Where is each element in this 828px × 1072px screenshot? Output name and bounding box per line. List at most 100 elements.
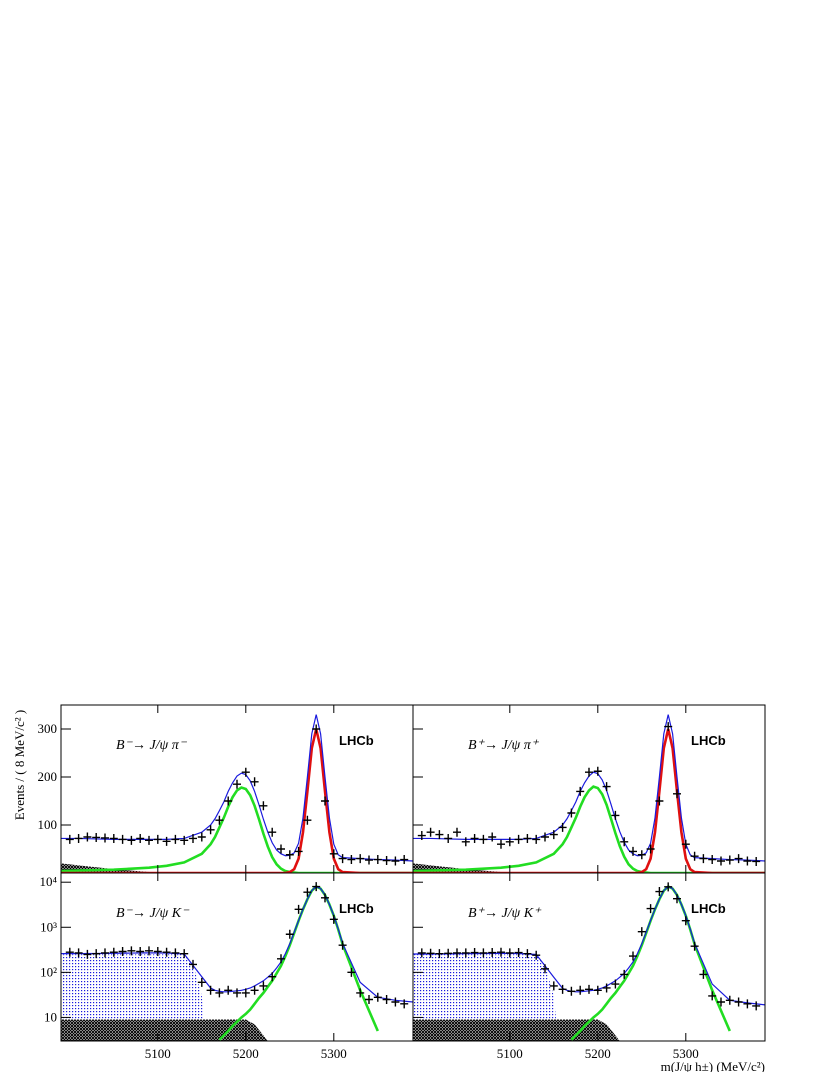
data-point [206,825,215,835]
data-point [717,997,725,1007]
data-point [576,786,585,796]
y-tick-label: 10² [40,964,57,979]
data-point [197,977,206,987]
data-point [426,827,435,837]
x-tick-label: 5200 [585,1046,611,1061]
data-point [338,854,347,864]
data-point [629,846,637,856]
y-axis-label: Events / ( 8 MeV/c² ) [12,710,27,820]
data-point [602,983,611,993]
data-point [673,894,681,904]
data-point [312,724,321,734]
fit-curve [413,728,765,873]
panel [61,714,413,873]
data-point [664,722,673,732]
data-point [479,834,488,844]
data-point [338,940,347,950]
y-tick-label: 300 [38,721,58,736]
data-point [285,929,294,939]
panel-title: B⁺→ J/ψ K⁺ [468,906,542,921]
data-point [162,836,171,846]
data-point [83,949,92,959]
data-point [523,833,532,843]
data-point [470,833,479,843]
data-point [215,815,224,825]
data-point [83,832,92,842]
data-point [162,947,171,957]
panel-title: B⁺→ J/ψ π⁺ [468,738,540,753]
data-point [259,981,268,991]
data-point [189,833,197,843]
background-area [413,954,559,1041]
data-point [347,855,356,865]
data-point [180,835,189,845]
data-point [497,839,505,849]
data-point [593,985,602,995]
data-point [532,834,541,844]
data-point [268,972,277,982]
experiment-label: LHCb [691,733,726,748]
data-point [365,855,373,865]
y-tick-label: 200 [38,769,58,784]
fit-curve [61,885,413,1003]
data-point [426,948,435,958]
data-point [153,947,162,957]
data-point [391,856,400,866]
data-point [329,849,338,859]
y-tick-label: 10 [44,1009,57,1024]
data-point [470,948,479,958]
data-point [549,981,558,991]
data-point [92,832,101,842]
data-point [725,855,734,865]
data-point [365,994,373,1004]
data-point [233,988,241,998]
data-point [734,854,743,864]
data-point [417,831,426,841]
data-point [743,999,752,1009]
data-point [417,948,426,958]
data-point [435,949,444,959]
y-tick-label: 100 [38,817,58,832]
frame [412,872,766,1042]
data-point [690,851,699,861]
x-tick-label: 5300 [673,1046,699,1061]
data-point [101,948,109,958]
data-point [356,854,365,864]
data-point [65,834,74,844]
data-point [461,948,470,958]
data-point [303,887,312,897]
data-point [109,833,118,843]
data-point [620,837,629,847]
data-point [708,855,717,865]
data-point [514,834,523,844]
data-point [708,991,717,1001]
x-axis-label: m(J/ψ h±) (MeV/c²) [661,1059,765,1072]
data-point [241,988,250,998]
data-point [373,855,382,865]
data-point [241,767,250,777]
experiment-label: LHCb [339,901,374,916]
panel [413,882,765,1041]
data-point [637,927,646,937]
data-point [233,779,241,789]
data-point [725,995,734,1005]
data-point [347,967,356,977]
data-point [171,948,180,958]
data-point [646,844,655,854]
x-tick-label: 5200 [233,1046,259,1061]
data-point [541,964,549,974]
data-point [224,985,233,995]
data-point [461,837,470,847]
x-tick-label: 5300 [321,1046,347,1061]
data-point [681,916,690,926]
data-point [373,992,382,1002]
data-point [65,947,74,957]
data-point [444,948,453,958]
data-point [576,985,585,995]
data-point [646,904,655,914]
data-point [294,846,303,856]
data-point [250,985,259,995]
fit-curve [413,785,765,873]
data-point [382,994,391,1004]
